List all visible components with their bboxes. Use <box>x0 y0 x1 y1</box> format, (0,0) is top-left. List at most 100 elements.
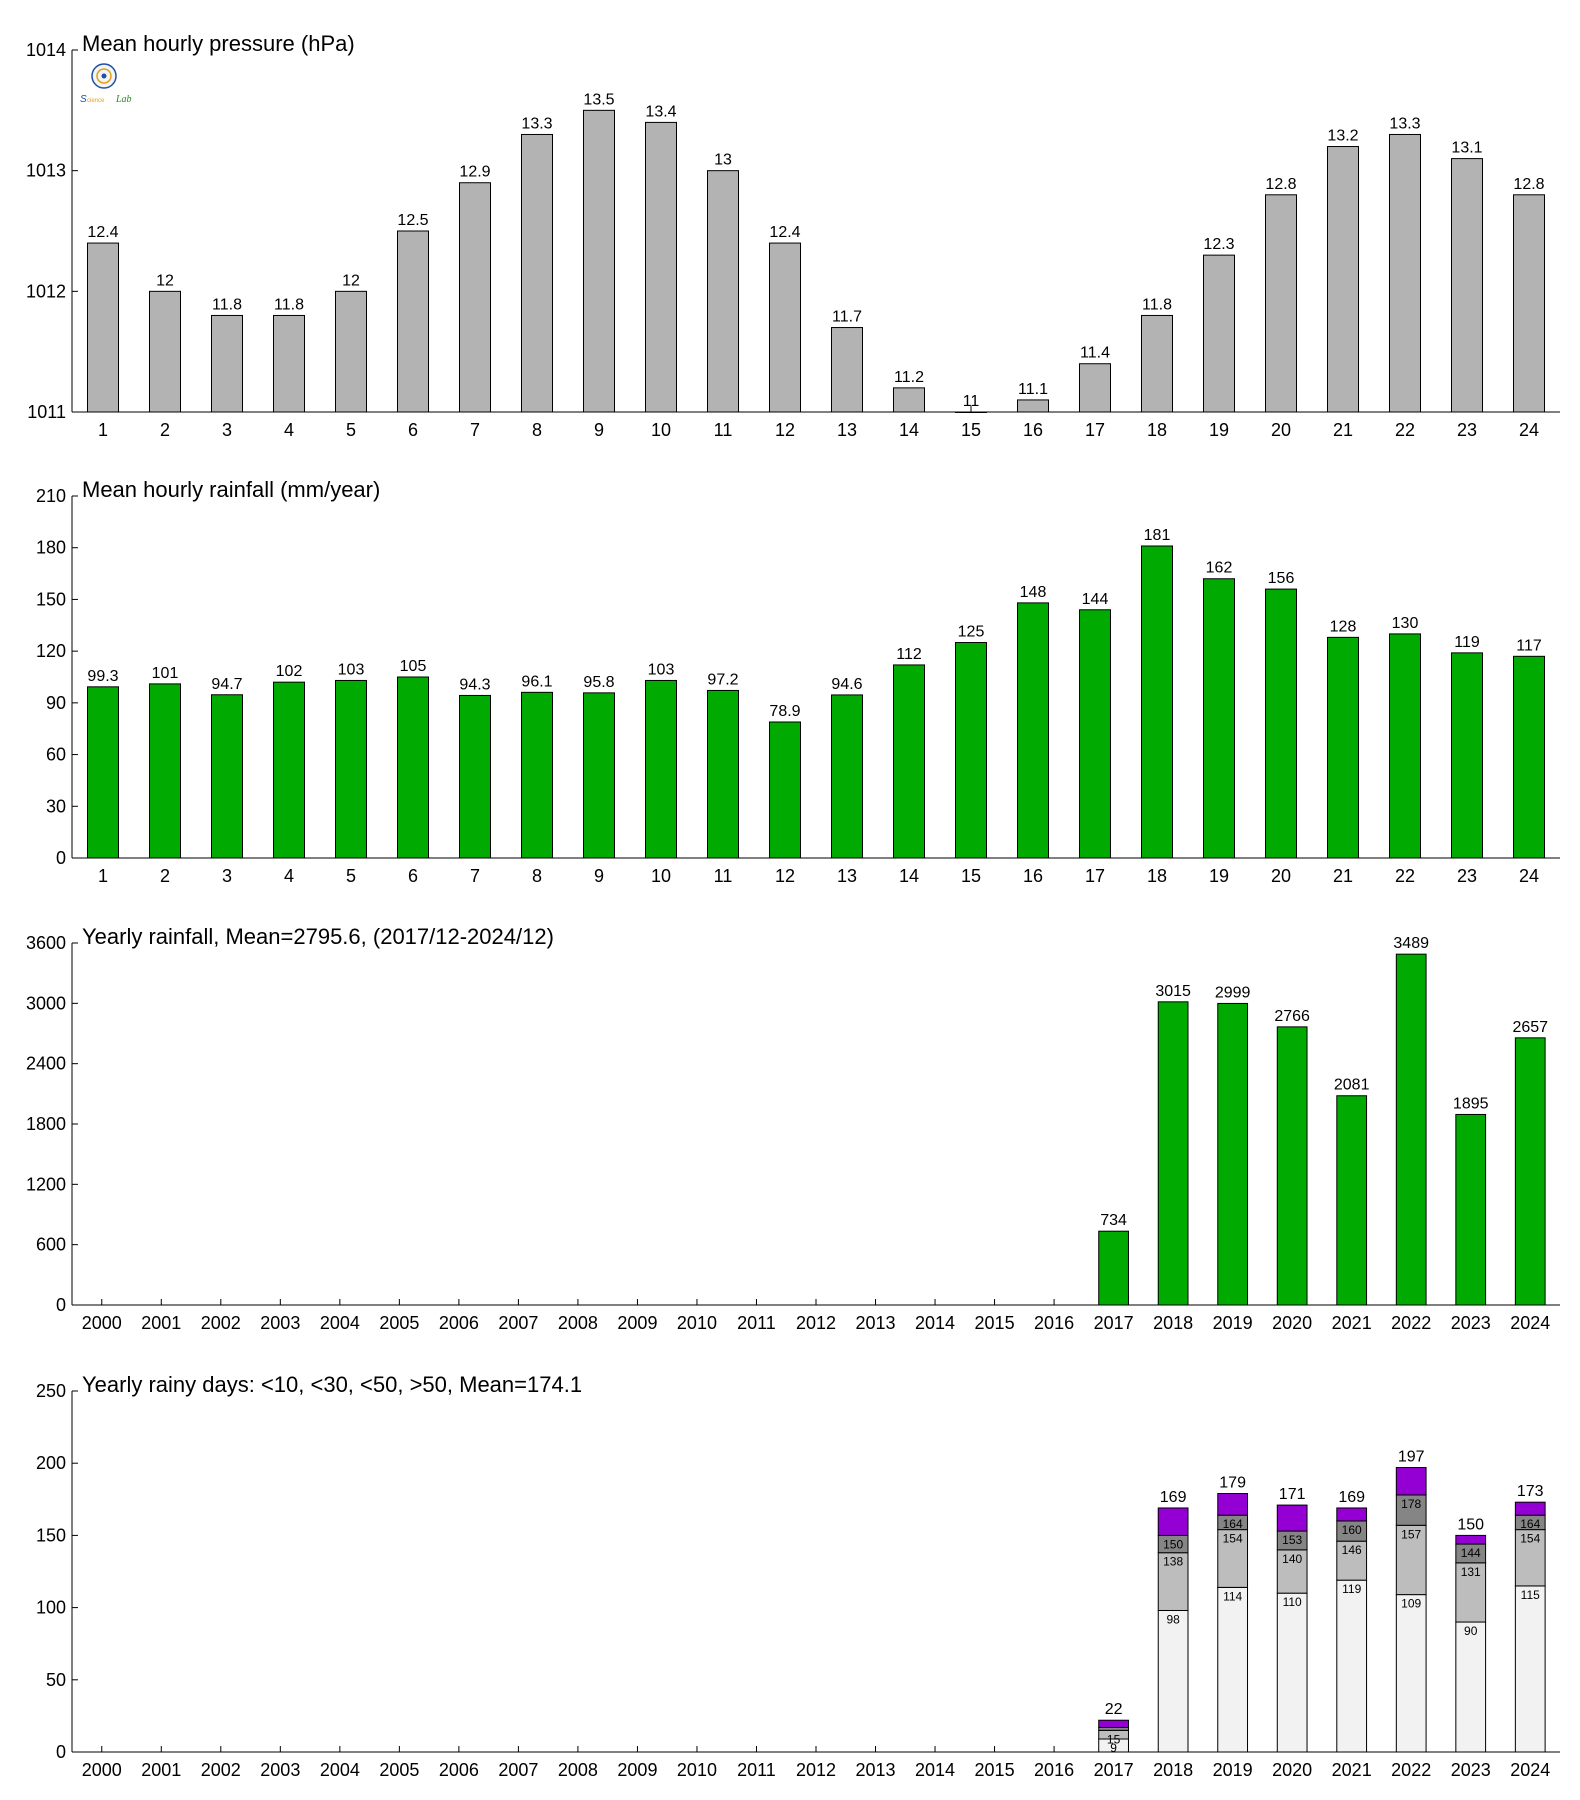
bar-value-label: 78.9 <box>769 703 800 720</box>
stack-total-label: 197 <box>1398 1449 1425 1466</box>
bar-value-label: 148 <box>1020 584 1047 601</box>
x-tick-label: 2002 <box>201 1760 241 1780</box>
bar <box>1455 1113 1487 1306</box>
bar <box>1389 133 1421 413</box>
bar <box>831 694 863 859</box>
x-tick-label: 2007 <box>498 1760 538 1780</box>
x-tick-label: 2002 <box>201 1313 241 1333</box>
x-tick-label: 2007 <box>498 1313 538 1333</box>
x-tick-label: 2017 <box>1094 1313 1134 1333</box>
bar-value-label: 11.7 <box>832 309 862 326</box>
bar <box>459 182 491 413</box>
x-tick-label: 4 <box>284 420 294 440</box>
bar-value-label: 3015 <box>1155 983 1191 1000</box>
x-tick-label: 8 <box>532 420 542 440</box>
stacked-segment <box>1395 1467 1427 1496</box>
x-tick-label: 13 <box>837 420 857 440</box>
bar <box>583 109 615 413</box>
bar-value-label: 13.3 <box>1389 115 1420 132</box>
bar-value-label: 11.8 <box>1142 296 1172 313</box>
bar <box>273 681 305 859</box>
bar <box>397 230 429 413</box>
x-tick-label: 2014 <box>915 1760 955 1780</box>
x-tick-label: 20 <box>1271 420 1291 440</box>
bar-value-label: 94.6 <box>831 676 862 693</box>
stacked-segment <box>1276 1549 1308 1594</box>
bar-value-label: 11.8 <box>212 296 242 313</box>
stack-total-label: 169 <box>1160 1489 1187 1506</box>
x-tick-label: 17 <box>1085 866 1105 886</box>
x-tick-label: 22 <box>1395 420 1415 440</box>
bar <box>893 387 925 413</box>
stack-total-label: 22 <box>1105 1701 1123 1718</box>
svg-text:S: S <box>80 94 87 105</box>
bar-value-label: 2766 <box>1274 1008 1310 1025</box>
y-tick-label: 90 <box>46 693 66 713</box>
bar-value-label: 13.5 <box>583 91 614 108</box>
x-tick-label: 13 <box>837 866 857 886</box>
bar-value-label: 13.3 <box>521 115 552 132</box>
pressure-chart: Mean hourly pressure (hPa)10111012101310… <box>26 31 1560 440</box>
x-tick-label: 7 <box>470 866 480 886</box>
rainy-days-chart: Yearly rainy days: <10, <30, <50, >50, M… <box>36 1372 1560 1780</box>
stack-total-label: 169 <box>1338 1489 1365 1506</box>
bar-value-label: 181 <box>1144 527 1171 544</box>
chart-title: Yearly rainy days: <10, <30, <50, >50, M… <box>82 1372 582 1397</box>
x-tick-label: 21 <box>1333 420 1353 440</box>
bar-value-label: 3489 <box>1393 935 1429 952</box>
bar <box>769 721 801 859</box>
bar-value-label: 12.9 <box>459 164 490 181</box>
bar <box>521 133 553 413</box>
x-tick-label: 2000 <box>82 1760 122 1780</box>
y-tick-label: 600 <box>36 1235 66 1255</box>
stacked-segment <box>1157 1507 1189 1536</box>
x-tick-label: 2008 <box>558 1313 598 1333</box>
bar-value-label: 2999 <box>1215 984 1251 1001</box>
segment-label: 119 <box>1342 1582 1361 1596</box>
bar <box>1098 1230 1129 1306</box>
stack-total-label: 179 <box>1219 1475 1246 1492</box>
bar <box>1217 1002 1249 1306</box>
x-tick-label: 2001 <box>141 1313 181 1333</box>
x-tick-label: 2012 <box>796 1760 836 1780</box>
x-tick-label: 2024 <box>1510 1313 1550 1333</box>
bar-value-label: 13.2 <box>1327 128 1358 145</box>
bar-value-label: 12 <box>342 272 360 289</box>
bar <box>87 242 119 413</box>
bar-value-label: 12.4 <box>87 224 118 241</box>
bar <box>955 411 987 413</box>
y-tick-label: 100 <box>36 1598 66 1618</box>
bar <box>1327 636 1359 859</box>
y-tick-label: 60 <box>46 745 66 765</box>
bar <box>211 314 243 413</box>
x-tick-label: 2 <box>160 420 170 440</box>
bar <box>87 686 119 859</box>
x-tick-label: 2006 <box>439 1313 479 1333</box>
x-tick-label: 2004 <box>320 1313 360 1333</box>
x-tick-label: 2022 <box>1391 1760 1431 1780</box>
bar-value-label: 99.3 <box>87 668 118 685</box>
bar <box>1203 254 1235 413</box>
logo: S cience Lab <box>80 63 132 105</box>
stacked-segment <box>1276 1504 1308 1532</box>
x-tick-label: 2000 <box>82 1313 122 1333</box>
stack-total-label: 173 <box>1517 1483 1544 1500</box>
bar <box>397 676 429 859</box>
segment-label: 146 <box>1342 1543 1362 1557</box>
x-tick-label: 2009 <box>617 1313 657 1333</box>
segment-label: 115 <box>1521 1588 1540 1602</box>
bar <box>1017 399 1049 413</box>
y-tick-label: 50 <box>46 1670 66 1690</box>
y-tick-label: 3600 <box>26 933 66 953</box>
x-tick-label: 19 <box>1209 420 1229 440</box>
bar <box>211 694 243 859</box>
x-tick-label: 3 <box>222 866 232 886</box>
x-tick-label: 2011 <box>737 1313 776 1333</box>
bar-value-label: 156 <box>1268 570 1295 587</box>
y-tick-label: 1800 <box>26 1114 66 1134</box>
x-tick-label: 16 <box>1023 420 1043 440</box>
bar <box>769 242 801 413</box>
bar <box>831 327 863 413</box>
x-tick-label: 12 <box>775 866 795 886</box>
bar-value-label: 11.2 <box>894 369 924 386</box>
